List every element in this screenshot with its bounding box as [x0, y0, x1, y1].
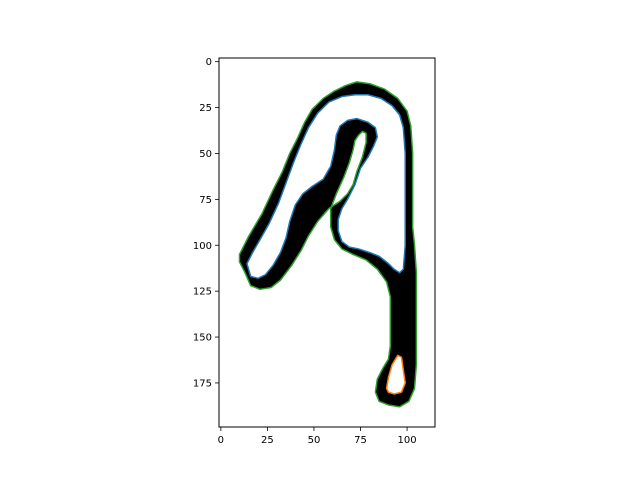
y-tick-label: 175: [193, 378, 212, 389]
y-tick-label: 150: [193, 333, 212, 344]
contour-line-inner-boundary-1: [246, 93, 406, 280]
contour-lines: [238, 81, 418, 408]
y-tick-label: 0: [206, 57, 212, 68]
contour-line-inner-boundary-2: [385, 354, 406, 395]
y-tick-label: 25: [199, 103, 212, 114]
y-tick-label: 75: [199, 195, 212, 206]
y-axis: 0 25 50 75 100 125 150 175: [193, 57, 219, 389]
contour-line-outer-boundary-0: [238, 81, 418, 408]
y-tick-label: 100: [193, 241, 212, 252]
x-tick-label: 75: [354, 435, 367, 446]
x-tick-label: 25: [261, 435, 274, 446]
x-tick-label: 50: [308, 435, 321, 446]
x-tick-label: 100: [398, 435, 417, 446]
x-axis: 0 25 50 75 100: [218, 427, 417, 446]
y-tick-label: 125: [193, 287, 212, 298]
x-tick-label: 0: [218, 435, 224, 446]
y-tick-label: 50: [199, 149, 212, 160]
plot-frame: [218, 57, 436, 428]
